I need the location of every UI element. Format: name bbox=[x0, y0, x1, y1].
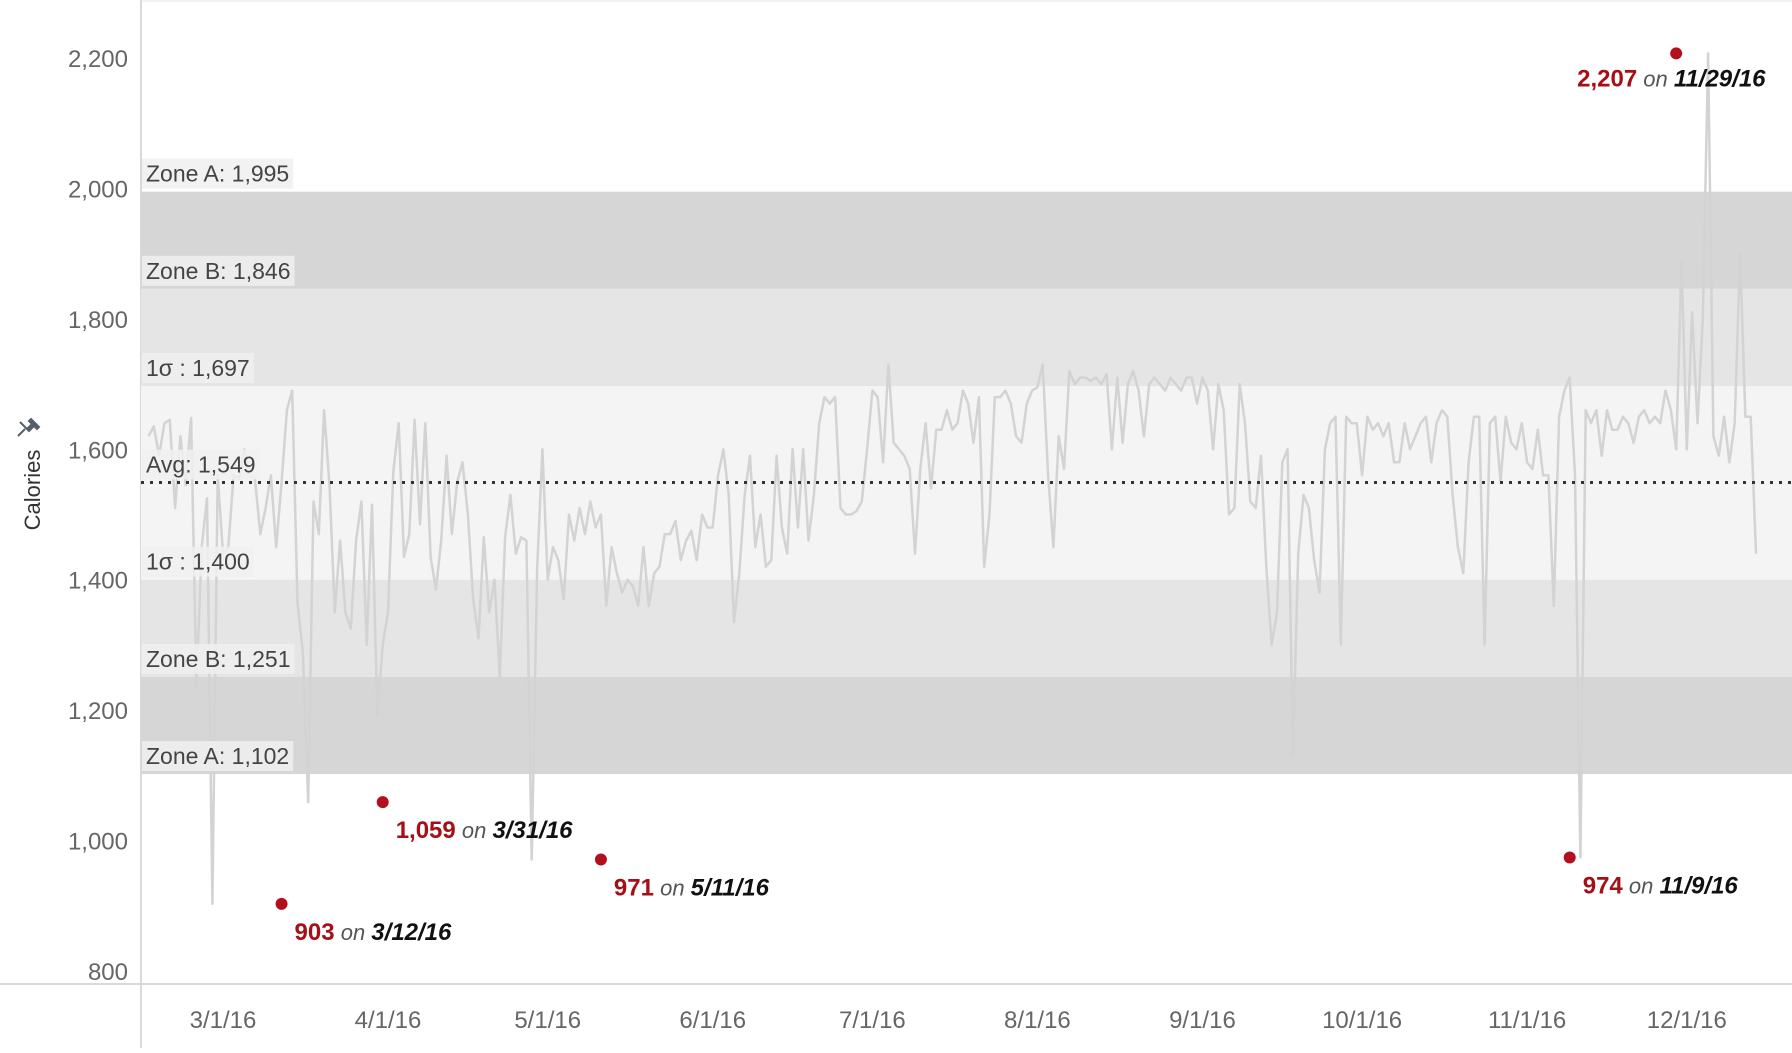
zone-b-upper-band bbox=[141, 288, 1792, 387]
annotation-date: 11/29/16 bbox=[1674, 65, 1766, 92]
annotation-value: 903 bbox=[295, 919, 335, 946]
x-tick-label: 11/1/16 bbox=[1488, 1007, 1566, 1034]
annotation-date: 11/9/16 bbox=[1659, 873, 1738, 900]
x-tick-label: 10/1/16 bbox=[1322, 1007, 1402, 1034]
x-tick-label: 8/1/16 bbox=[1004, 1007, 1071, 1034]
sigma-band bbox=[141, 386, 1792, 580]
y-axis-title: Calories bbox=[20, 450, 45, 531]
zone-b-upper-label-bg bbox=[142, 255, 295, 286]
annotation-on: on bbox=[1623, 874, 1660, 899]
y-tick-label: 1,400 bbox=[68, 568, 128, 595]
annotation-value: 2,207 bbox=[1577, 65, 1637, 92]
y-tick-label: 800 bbox=[88, 959, 128, 986]
annotation-on: on bbox=[654, 875, 691, 900]
annotation-label: 2,207 on 11/29/16 bbox=[1577, 65, 1766, 92]
annotation-point bbox=[1670, 47, 1683, 60]
annotation-point bbox=[1563, 851, 1576, 864]
annotation-label: 1,059 on 3/31/16 bbox=[396, 817, 573, 844]
calories-series-line bbox=[147, 52, 1758, 906]
y-tick-label: 1,800 bbox=[68, 307, 128, 334]
zone-a-upper-label: Zone A: 1,995 bbox=[146, 161, 289, 187]
x-tick-label: 4/1/16 bbox=[355, 1007, 422, 1034]
y-tick-label: 1,200 bbox=[68, 698, 128, 725]
annotation-date: 3/31/16 bbox=[492, 817, 573, 844]
y-tick-label: 1,600 bbox=[68, 437, 128, 464]
y-tick-label: 2,000 bbox=[68, 176, 128, 203]
zone-b-upper-label: Zone B: 1,846 bbox=[146, 258, 291, 284]
y-tick-label: 1,000 bbox=[68, 829, 128, 856]
zone-b-lower-label: Zone B: 1,251 bbox=[146, 646, 291, 672]
zone-a-lower-band bbox=[141, 676, 1792, 775]
annotation-date: 3/12/16 bbox=[371, 919, 452, 946]
annotation-value: 971 bbox=[614, 874, 654, 901]
x-tick-label: 6/1/16 bbox=[679, 1007, 746, 1034]
annotation-point bbox=[275, 897, 288, 910]
sigma-lower-label: 1σ : 1,400 bbox=[146, 549, 250, 575]
zone-a-upper-label-bg bbox=[142, 158, 294, 189]
x-tick-label: 9/1/16 bbox=[1169, 1007, 1236, 1034]
sigma-upper-label-bg bbox=[142, 353, 254, 384]
zone-a-upper-band bbox=[141, 191, 1792, 289]
y-tick-label: 2,200 bbox=[68, 46, 128, 73]
annotation-point bbox=[376, 796, 389, 809]
annotation-label: 974 on 11/9/16 bbox=[1583, 873, 1739, 900]
zone-a-lower-label-bg bbox=[142, 741, 294, 772]
x-tick-label: 3/1/16 bbox=[190, 1007, 257, 1034]
zone-b-lower-band bbox=[141, 579, 1792, 677]
x-tick-label: 12/1/16 bbox=[1647, 1007, 1727, 1034]
annotation-label: 971 on 5/11/16 bbox=[614, 874, 770, 901]
x-tick-label: 5/1/16 bbox=[514, 1007, 581, 1034]
sigma-lower-label-bg bbox=[142, 546, 254, 577]
zone-b-lower-label-bg bbox=[142, 643, 295, 674]
annotation-point bbox=[594, 853, 607, 866]
zone-a-lower-label: Zone A: 1,102 bbox=[146, 743, 289, 769]
x-tick-label: 7/1/16 bbox=[839, 1007, 906, 1034]
annotation-on: on bbox=[456, 818, 493, 843]
annotation-value: 1,059 bbox=[396, 817, 456, 844]
avg-label-bg bbox=[142, 449, 260, 480]
annotation-value: 974 bbox=[1583, 873, 1624, 900]
pin-icon bbox=[17, 417, 41, 437]
annotation-date: 5/11/16 bbox=[691, 874, 770, 901]
annotation-label: 903 on 3/12/16 bbox=[295, 919, 452, 946]
sigma-upper-label: 1σ : 1,697 bbox=[146, 355, 250, 381]
annotation-on: on bbox=[335, 920, 372, 945]
annotation-on: on bbox=[1637, 66, 1674, 91]
avg-label: Avg: 1,549 bbox=[146, 452, 256, 478]
